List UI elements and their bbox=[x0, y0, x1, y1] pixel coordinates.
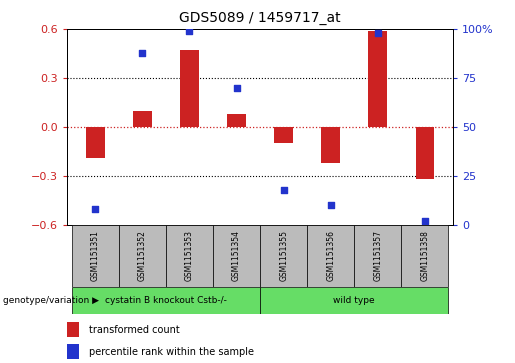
Text: GSM1151357: GSM1151357 bbox=[373, 230, 382, 281]
Bar bbox=[166, 225, 213, 287]
Point bbox=[185, 28, 194, 34]
Bar bbox=[307, 225, 354, 287]
Bar bbox=[368, 30, 387, 127]
Bar bbox=[72, 225, 119, 287]
Bar bbox=[133, 111, 152, 127]
Bar bbox=[260, 287, 449, 314]
Bar bbox=[67, 322, 79, 337]
Point bbox=[374, 30, 382, 36]
Text: GSM1151356: GSM1151356 bbox=[326, 230, 335, 281]
Point bbox=[421, 218, 429, 224]
Text: GSM1151355: GSM1151355 bbox=[279, 230, 288, 281]
Bar bbox=[72, 287, 260, 314]
Text: GSM1151353: GSM1151353 bbox=[185, 230, 194, 281]
Text: transformed count: transformed count bbox=[89, 325, 179, 335]
Bar bbox=[213, 225, 260, 287]
Bar bbox=[401, 225, 449, 287]
Bar bbox=[260, 225, 307, 287]
Bar bbox=[321, 127, 340, 163]
Text: percentile rank within the sample: percentile rank within the sample bbox=[89, 347, 253, 356]
Title: GDS5089 / 1459717_at: GDS5089 / 1459717_at bbox=[179, 11, 341, 25]
Text: GSM1151352: GSM1151352 bbox=[138, 230, 147, 281]
Bar bbox=[354, 225, 401, 287]
Point bbox=[280, 187, 288, 193]
Text: GSM1151358: GSM1151358 bbox=[420, 230, 430, 281]
Bar bbox=[416, 127, 434, 179]
Point bbox=[138, 50, 146, 56]
Bar bbox=[227, 114, 246, 127]
Bar bbox=[67, 344, 79, 359]
Text: genotype/variation ▶: genotype/variation ▶ bbox=[3, 296, 98, 305]
Bar bbox=[274, 127, 293, 143]
Text: wild type: wild type bbox=[334, 296, 375, 305]
Bar bbox=[119, 225, 166, 287]
Text: cystatin B knockout Cstb-/-: cystatin B knockout Cstb-/- bbox=[105, 296, 227, 305]
Bar bbox=[180, 50, 199, 127]
Point bbox=[327, 203, 335, 208]
Text: GSM1151351: GSM1151351 bbox=[91, 230, 100, 281]
Bar bbox=[86, 127, 105, 158]
Point bbox=[91, 207, 99, 212]
Text: GSM1151354: GSM1151354 bbox=[232, 230, 241, 281]
Point bbox=[232, 85, 241, 91]
